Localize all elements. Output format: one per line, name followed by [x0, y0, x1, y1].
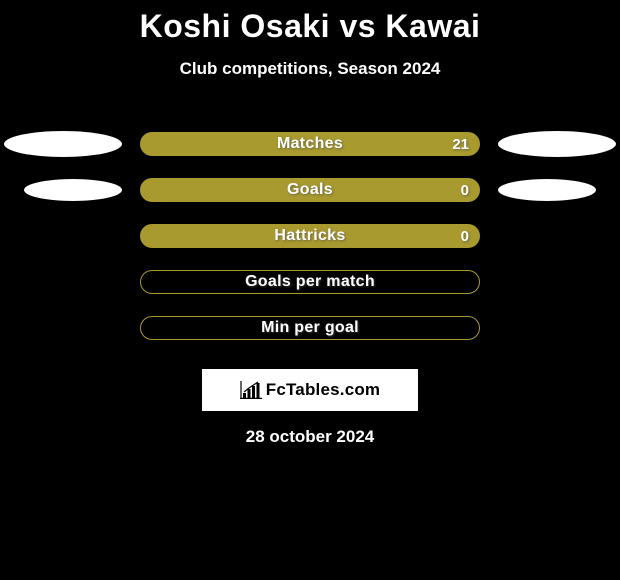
spacer	[18, 224, 122, 248]
stat-value: 0	[461, 228, 469, 245]
stat-bar: Goals 0	[140, 178, 480, 202]
spacer	[498, 224, 602, 248]
stat-row: Matches 21	[0, 121, 620, 167]
stat-label: Min per goal	[261, 319, 359, 337]
stat-label: Hattricks	[274, 227, 345, 245]
logo-text: FcTables.com	[266, 380, 381, 400]
stat-rows: Matches 21 Goals 0 Hattricks 0 Goals per match…	[0, 121, 620, 351]
stat-bar: Min per goal	[140, 316, 480, 340]
stat-value: 21	[452, 136, 469, 153]
player-right-ellipse	[498, 131, 616, 157]
stat-row: Min per goal	[0, 305, 620, 351]
stat-bar: Goals per match	[140, 270, 480, 294]
spacer	[498, 316, 602, 340]
spacer	[18, 316, 122, 340]
snapshot-date: 28 october 2024	[0, 427, 620, 447]
comparison-title: Koshi Osaki vs Kawai	[0, 0, 620, 45]
stat-row: Hattricks 0	[0, 213, 620, 259]
player-left-ellipse	[4, 131, 122, 157]
stat-value: 0	[461, 182, 469, 199]
stat-row: Goals per match	[0, 259, 620, 305]
logo-box: FcTables.com	[202, 369, 418, 411]
stat-label: Goals per match	[245, 273, 375, 291]
stat-bar: Matches 21	[140, 132, 480, 156]
stat-label: Goals	[287, 181, 333, 199]
player-right-ellipse	[498, 179, 596, 201]
spacer	[18, 270, 122, 294]
bar-chart-icon	[240, 381, 262, 399]
stat-row: Goals 0	[0, 167, 620, 213]
comparison-subtitle: Club competitions, Season 2024	[0, 59, 620, 79]
stat-bar: Hattricks 0	[140, 224, 480, 248]
player-left-ellipse	[24, 179, 122, 201]
spacer	[498, 270, 602, 294]
stat-label: Matches	[277, 135, 343, 153]
